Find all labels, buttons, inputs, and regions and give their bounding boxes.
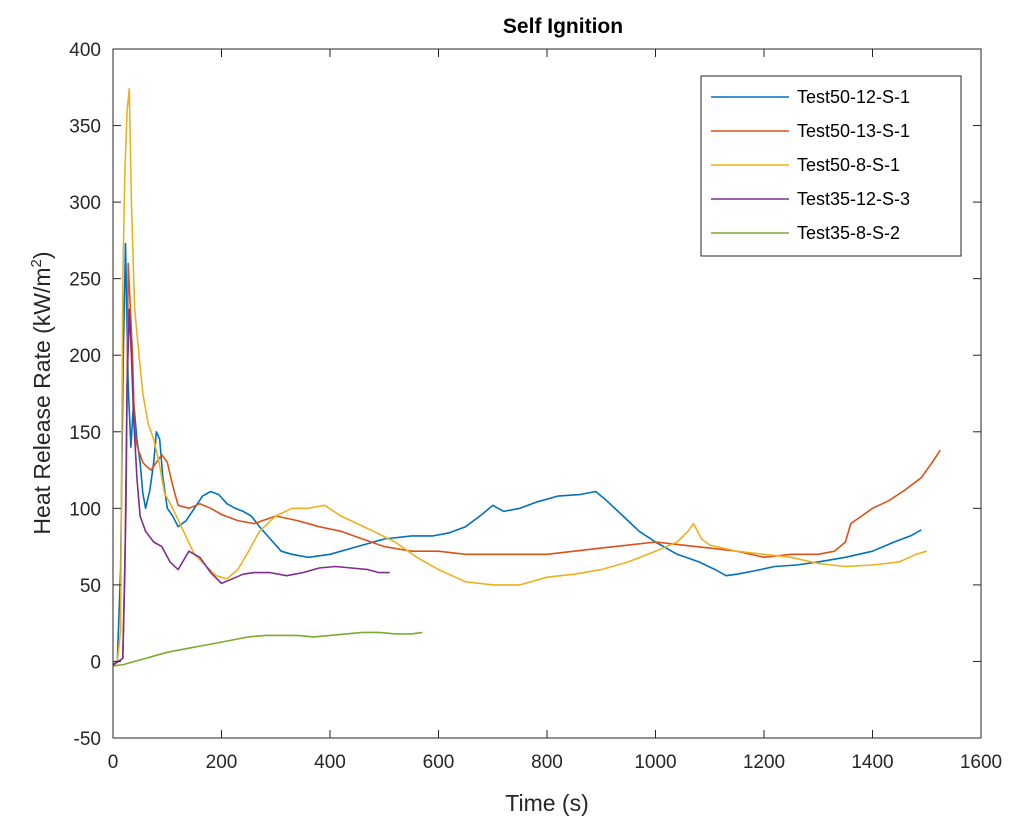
y-tick-label: 250 xyxy=(69,270,101,291)
x-tick-label: 800 xyxy=(531,752,563,773)
x-axis-label: Time (s) xyxy=(505,790,588,816)
series-line-3 xyxy=(112,88,928,666)
y-axis-label-main: Heat Release Rate (kW/m xyxy=(29,267,55,534)
series-line-5 xyxy=(112,631,423,667)
y-tick-label: 0 xyxy=(90,652,101,673)
legend-box xyxy=(700,75,962,257)
y-tick-label: -50 xyxy=(74,729,101,750)
chart-title: Self Ignition xyxy=(503,15,623,38)
y-tick-label: 100 xyxy=(69,499,101,520)
x-tick-label: 400 xyxy=(314,752,346,773)
x-tick-label: 200 xyxy=(206,752,238,773)
x-tick-label: 0 xyxy=(108,752,119,773)
y-axis-label-end: ) xyxy=(29,251,55,259)
series-line-1 xyxy=(112,242,922,667)
y-axis-label-sup: 2 xyxy=(28,259,45,267)
y-axis-label: Heat Release Rate (kW/m2) xyxy=(28,251,55,534)
y-tick-label: 300 xyxy=(69,193,101,214)
legend-label: Test50-12-S-1 xyxy=(797,87,910,107)
y-tick-label: 50 xyxy=(80,576,101,597)
legend-label: Test50-8-S-1 xyxy=(797,155,900,175)
series-layer xyxy=(112,88,941,667)
x-tick-label: 1000 xyxy=(634,752,676,773)
legend: Test50-12-S-1 Test50-13-S-1 Test50-8-S-1 Te… xyxy=(700,75,962,257)
legend-label: Test35-12-S-3 xyxy=(797,189,910,209)
x-tick-label: 600 xyxy=(423,752,455,773)
y-tick-label: 350 xyxy=(69,117,101,138)
series-line-2 xyxy=(112,262,941,666)
series-line-4 xyxy=(112,308,390,666)
x-tick-label: 1400 xyxy=(851,752,893,773)
tick-layer: 0 200 400 600 800 1000 1200 1400 1600 -50 0 50 100 15… xyxy=(69,40,1002,773)
y-tick-label: 200 xyxy=(69,346,101,367)
y-tick-label: 150 xyxy=(69,423,101,444)
legend-label: Test35-8-S-2 xyxy=(797,223,900,243)
legend-label: Test50-13-S-1 xyxy=(797,121,910,141)
x-tick-label: 1600 xyxy=(960,752,1002,773)
x-tick-label: 1200 xyxy=(743,752,785,773)
y-tick-label: 400 xyxy=(69,40,101,61)
